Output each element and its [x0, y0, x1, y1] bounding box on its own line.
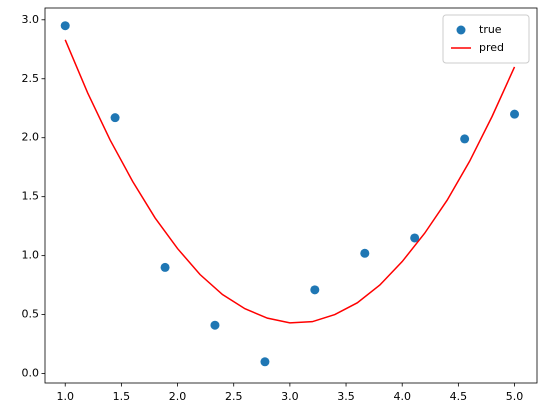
x-tick-label: 1.5 [113, 390, 131, 403]
legend-label: true [479, 23, 502, 36]
x-tick-label: 3.0 [281, 390, 299, 403]
x-tick-label: 3.5 [337, 390, 355, 403]
y-tick-label: 0.0 [22, 367, 40, 380]
point [160, 262, 170, 272]
y-tick-label: 1.5 [22, 190, 40, 203]
point [510, 109, 520, 119]
y-tick-label: 2.5 [22, 72, 40, 85]
x-tick-label: 4.5 [450, 390, 468, 403]
legend-marker [456, 25, 466, 35]
plot-frame [44, 7, 538, 384]
point [210, 320, 220, 330]
legend-label: pred [479, 41, 504, 54]
y-tick-label: 2.0 [22, 131, 40, 144]
line [64, 39, 516, 324]
x-tick-label: 1.0 [56, 390, 74, 403]
point [360, 248, 370, 258]
y-tick-label: 0.5 [22, 308, 40, 321]
y-tick-label: 3.0 [22, 13, 40, 26]
y-tick-label: 1.0 [22, 249, 40, 262]
point [460, 134, 470, 144]
x-tick-label: 2.5 [225, 390, 243, 403]
x-tick-label: 2.0 [169, 390, 187, 403]
legend: true pred [442, 14, 530, 64]
point [410, 233, 420, 243]
point [60, 21, 70, 31]
point [260, 357, 270, 367]
legend-box [442, 14, 530, 64]
x-tick-label: 4.0 [393, 390, 411, 403]
point [110, 113, 120, 123]
point [310, 285, 320, 295]
x-tick-label: 5.0 [506, 390, 524, 403]
